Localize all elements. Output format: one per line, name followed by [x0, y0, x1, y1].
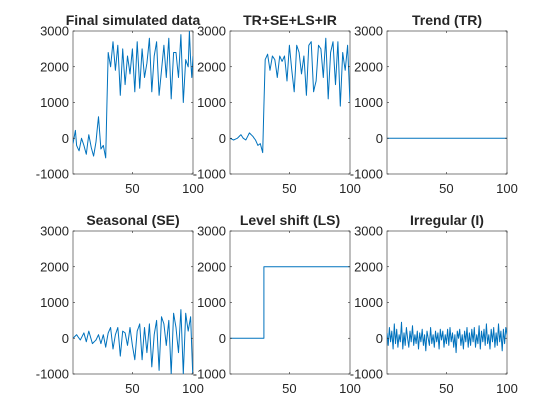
x-tick-label: 100	[496, 181, 518, 196]
panel-title: Irregular (I)	[410, 212, 484, 228]
y-tick-label: -1000	[36, 367, 69, 382]
y-tick-label: 3000	[354, 224, 383, 239]
panel-6: -1000 0 1000 2000 3000 50 100 Irregular (I)	[350, 212, 518, 396]
y-tick-label: 1000	[354, 95, 383, 110]
panel-1: -1000 0 1000 2000 3000 50 100 Final simulated d…	[36, 12, 204, 196]
x-tick-label: 100	[182, 381, 204, 396]
panel-4: -1000 0 1000 2000 3000 50 100 Seasonal (SE)	[36, 212, 204, 396]
y-tick-label: 2000	[197, 259, 226, 274]
x-tick-label: 50	[439, 181, 453, 196]
y-tick-label: -1000	[193, 167, 226, 182]
x-tick-label: 50	[439, 381, 453, 396]
y-tick-label: -1000	[350, 167, 383, 182]
y-tick-label: 2000	[40, 59, 69, 74]
series-line	[73, 31, 193, 159]
y-tick-label: -1000	[193, 367, 226, 382]
y-tick-label: 3000	[40, 224, 69, 239]
panel-5: -1000 0 1000 2000 3000 50 100 Level shift (LS)	[193, 212, 361, 396]
y-tick-label: 0	[62, 331, 69, 346]
y-tick-label: 0	[376, 131, 383, 146]
y-tick-label: 0	[219, 331, 226, 346]
panel-2: -1000 0 1000 2000 3000 50 100 TR+SE+LS+IR	[193, 12, 361, 196]
axes-box	[386, 30, 508, 175]
panel-title: Level shift (LS)	[240, 212, 340, 228]
panel-3: -1000 0 1000 2000 3000 50 100 Trend (TR)	[350, 12, 518, 196]
series-line	[230, 266, 350, 339]
panel-title: Seasonal (SE)	[86, 212, 179, 228]
y-tick-label: 2000	[197, 59, 226, 74]
x-tick-label: 50	[282, 181, 296, 196]
x-tick-label: 100	[496, 381, 518, 396]
y-tick-label: 0	[219, 131, 226, 146]
x-tick-label: 100	[339, 381, 361, 396]
y-tick-label: 2000	[40, 259, 69, 274]
x-tick-label: 50	[282, 381, 296, 396]
y-tick-label: 1000	[40, 95, 69, 110]
y-tick-label: 2000	[354, 259, 383, 274]
x-tick-label: 50	[125, 381, 139, 396]
y-tick-label: 3000	[197, 224, 226, 239]
y-tick-label: 1000	[40, 295, 69, 310]
x-tick-label: 50	[125, 181, 139, 196]
y-tick-label: -1000	[350, 367, 383, 382]
axes-box	[229, 230, 351, 375]
axes-box	[386, 230, 508, 375]
y-tick-label: 1000	[197, 295, 226, 310]
series-line	[230, 37, 350, 154]
y-tick-label: 3000	[197, 24, 226, 39]
y-tick-label: 1000	[197, 95, 226, 110]
y-tick-label: 2000	[354, 59, 383, 74]
panel-title: Trend (TR)	[412, 12, 482, 28]
x-tick-label: 100	[182, 181, 204, 196]
y-tick-label: 3000	[40, 24, 69, 39]
series-line	[387, 321, 507, 354]
series-line	[73, 309, 193, 374]
x-tick-label: 100	[339, 181, 361, 196]
y-tick-label: 1000	[354, 295, 383, 310]
y-tick-label: -1000	[36, 167, 69, 182]
y-tick-label: 3000	[354, 24, 383, 39]
y-tick-label: 0	[376, 331, 383, 346]
y-tick-label: 0	[62, 131, 69, 146]
axes-box	[72, 230, 194, 375]
panel-title: Final simulated data	[66, 12, 201, 28]
panel-title: TR+SE+LS+IR	[243, 12, 337, 28]
